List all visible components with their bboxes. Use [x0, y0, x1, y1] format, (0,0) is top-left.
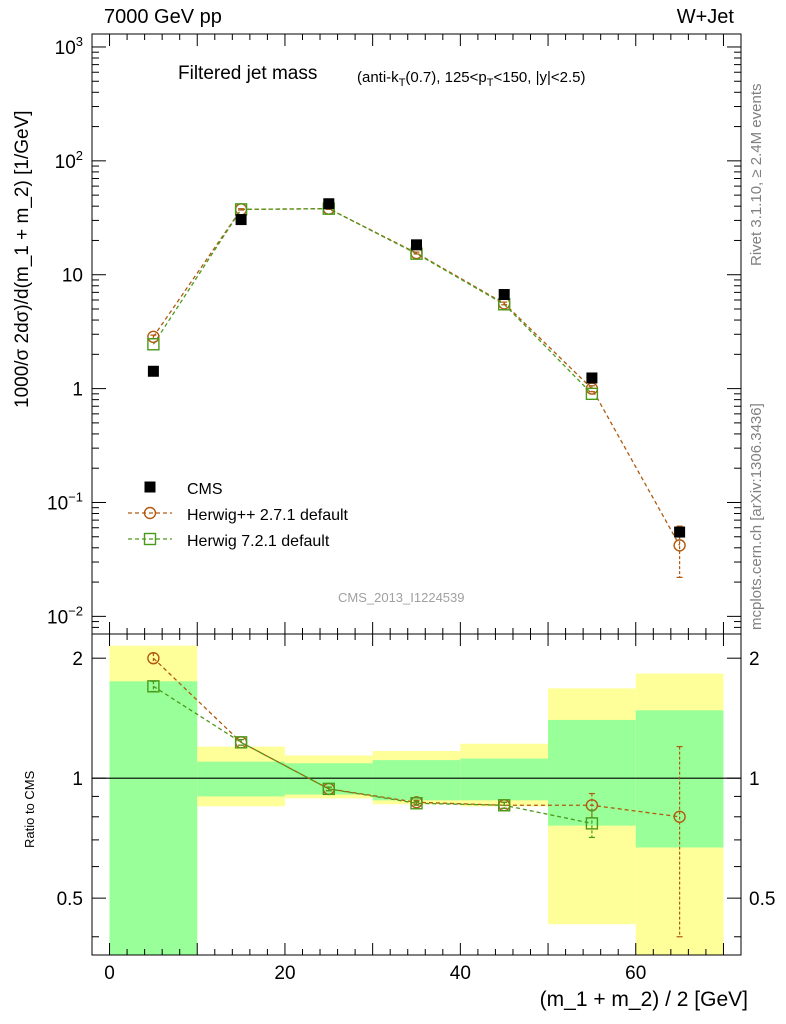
x-tick-label: 20 — [274, 963, 295, 984]
uncertainty-band-green — [548, 719, 636, 826]
cms-data-point — [323, 198, 335, 210]
y-tick-label-right: 0.5 — [749, 889, 775, 910]
y-tick-label: 102 — [55, 148, 83, 173]
cms-data-point — [674, 526, 686, 538]
y-tick-label: 1 — [72, 769, 83, 790]
y-tick-label: 10 — [62, 266, 83, 287]
y-tick-label: 1 — [72, 380, 83, 401]
y-tick-label-right: 2 — [749, 649, 760, 670]
cms-data-point — [411, 239, 422, 251]
y-tick-label: 0.5 — [57, 889, 83, 910]
uncertainty-band-green — [372, 760, 461, 801]
ratio-herwig7-point — [147, 680, 160, 693]
x-tick-label: 40 — [450, 963, 471, 984]
y-tick-label: 10−1 — [47, 489, 83, 514]
process-label: W+Jet — [676, 6, 734, 28]
ratio-herwig7-point — [322, 782, 335, 796]
ratio-panel: 0 20 40 60 0.5 0.5 1 1 2 2 — [57, 633, 775, 984]
ratio-herwig7-point — [410, 797, 423, 810]
main-y-axis-label: 1000/σ 2dσ)/d(m_1 + m_2) [1/GeV] — [12, 110, 33, 408]
cms-data-point — [235, 214, 247, 226]
x-axis-label: (m_1 + m_2) / 2 [GeV] — [539, 988, 748, 1011]
uncertainty-band-green — [460, 758, 549, 801]
uncertainty-band-green — [109, 681, 198, 955]
ratio-y-axis-label: Ratio to CMS — [22, 770, 37, 848]
ratio-herwig7-point — [498, 799, 511, 812]
ratio-herwigpp-point — [147, 651, 160, 665]
y-tick-label: 103 — [55, 34, 83, 59]
analysis-tag: CMS_2013_I1224539 — [338, 590, 465, 605]
collision-label: 7000 GeV pp — [104, 6, 222, 28]
ratio-herwig7-point — [585, 817, 599, 830]
y-tick-label: 10−2 — [47, 603, 83, 628]
legend-cms-label: CMS — [187, 481, 223, 498]
main-panel: 10−2 10−1 1 10 102 103 CMS Herwig++ 2.7.1 defau… — [47, 33, 742, 635]
herwig7-point — [585, 387, 599, 401]
ratio-plot-frame — [91, 633, 742, 956]
x-tick-label: 60 — [625, 963, 646, 984]
y-tick-label-right: 1 — [749, 769, 760, 790]
ratio-herwigpp-point — [673, 810, 686, 823]
herwig7-line — [152, 208, 593, 395]
x-tick-label: 0 — [104, 963, 115, 984]
cms-data-point — [586, 372, 598, 384]
cms-data-point — [498, 289, 510, 301]
y-tick-label: 2 — [72, 649, 83, 670]
herwigpp-point — [147, 330, 160, 344]
rivet-version-label: Rivet 3.1.10, ≥ 2.4M events — [748, 83, 765, 267]
legend-herwig7-label: Herwig 7.2.1 default — [187, 533, 330, 550]
chart-subtitle: (anti-kT(0.7), 125<pT<150, |y|<2.5) — [357, 69, 586, 89]
legend-cms-marker — [144, 481, 156, 493]
mcplots-source-label: mcplots.cern.ch [arXiv:1306.3436] — [748, 403, 765, 630]
ratio-herwig7-point — [234, 736, 248, 749]
herwigpp-point — [673, 539, 686, 552]
legend-herwigpp-marker — [143, 506, 157, 520]
legend-herwigpp-label: Herwig++ 2.7.1 default — [187, 507, 349, 524]
herwig7-point — [147, 338, 160, 351]
chart-title: Filtered jet mass — [178, 63, 318, 84]
cms-data-point — [147, 365, 159, 377]
ratio-herwig7-line — [153, 685, 593, 825]
uncertainty-band-green — [197, 761, 285, 797]
legend-herwig7-marker — [143, 532, 157, 546]
